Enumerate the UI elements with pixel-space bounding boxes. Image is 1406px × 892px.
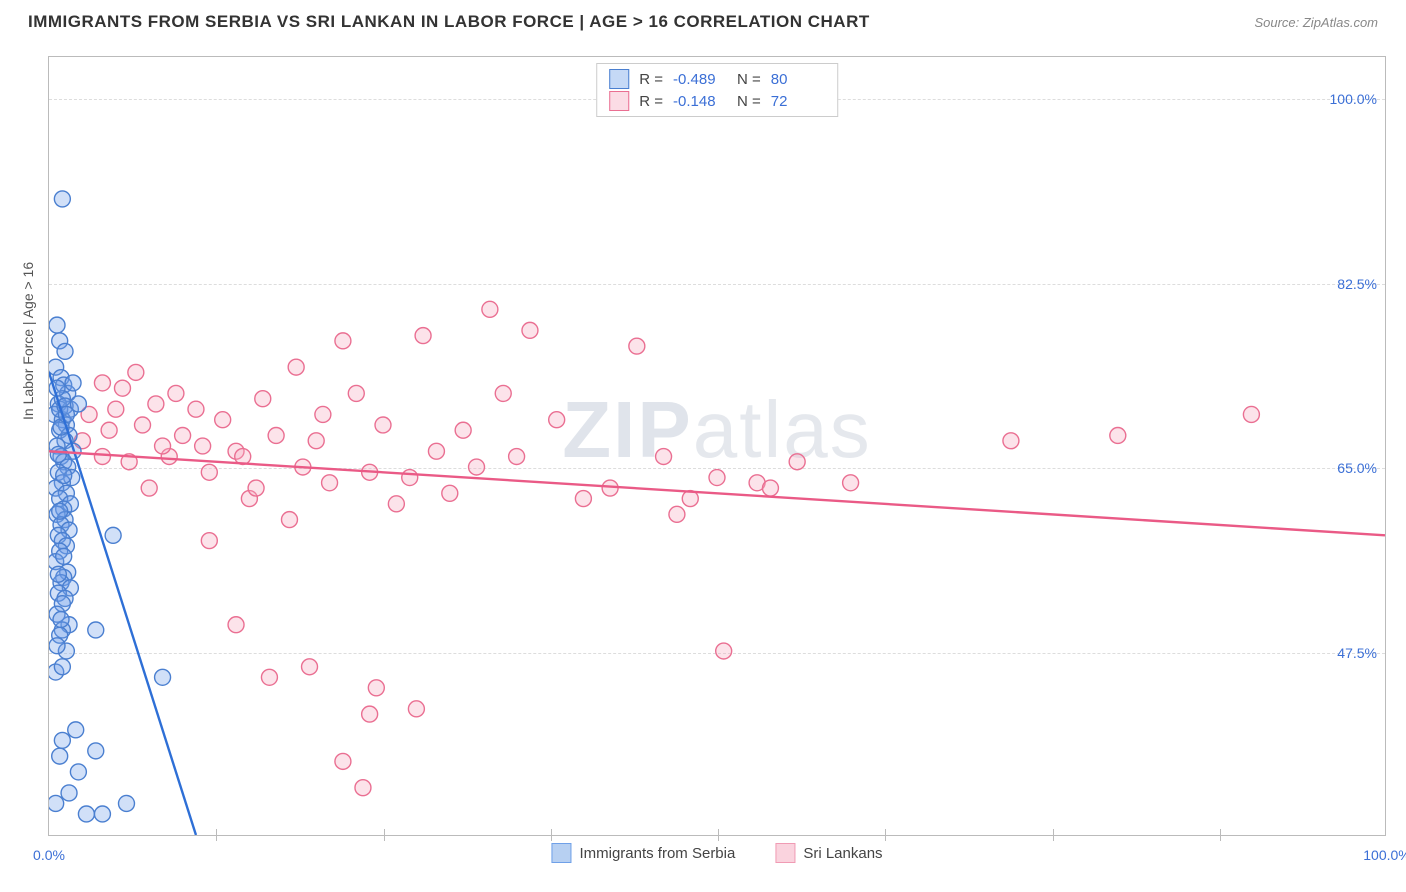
swatch-serbia bbox=[609, 69, 629, 89]
r-value-serbia: -0.489 bbox=[673, 71, 727, 88]
x-tick-label: 0.0% bbox=[33, 847, 65, 863]
bottom-legend: Immigrants from Serbia Sri Lankans bbox=[551, 843, 882, 863]
n-value-serbia: 80 bbox=[771, 71, 825, 88]
chart-plot-area: ZIPatlas R = -0.489 N = 80 R = -0.148 N … bbox=[48, 56, 1386, 836]
y-axis-label: In Labor Force | Age > 16 bbox=[20, 262, 36, 420]
legend-label-srilanka: Sri Lankans bbox=[803, 845, 882, 862]
legend-item-serbia: Immigrants from Serbia bbox=[551, 843, 735, 863]
legend-row-serbia: R = -0.489 N = 80 bbox=[609, 68, 825, 90]
x-tick-label: 100.0% bbox=[1363, 847, 1406, 863]
legend-row-srilanka: R = -0.148 N = 72 bbox=[609, 90, 825, 112]
legend-item-srilanka: Sri Lankans bbox=[775, 843, 882, 863]
legend-swatch-serbia bbox=[551, 843, 571, 863]
chart-title: IMMIGRANTS FROM SERBIA VS SRI LANKAN IN … bbox=[28, 12, 870, 32]
legend-swatch-srilanka bbox=[775, 843, 795, 863]
n-value-srilanka: 72 bbox=[771, 93, 825, 110]
source-attribution: Source: ZipAtlas.com bbox=[1254, 15, 1378, 30]
r-value-srilanka: -0.148 bbox=[673, 93, 727, 110]
scatter-svg bbox=[49, 57, 1385, 835]
swatch-srilanka bbox=[609, 91, 629, 111]
correlation-legend: R = -0.489 N = 80 R = -0.148 N = 72 bbox=[596, 63, 838, 117]
legend-label-serbia: Immigrants from Serbia bbox=[579, 845, 735, 862]
